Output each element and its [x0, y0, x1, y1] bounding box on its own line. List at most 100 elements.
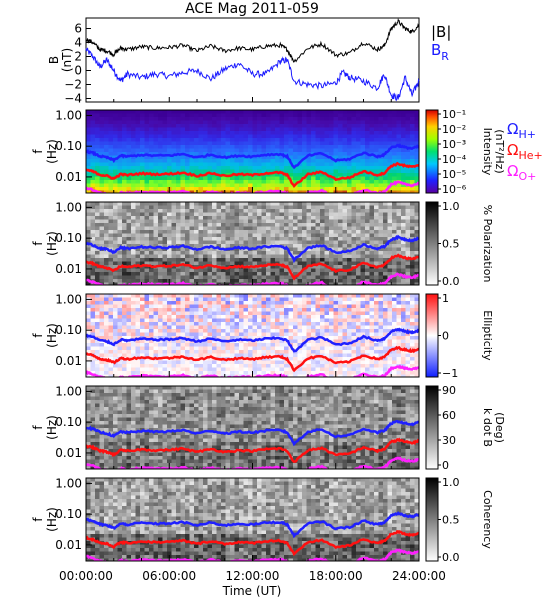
kdotb-spectrogram — [86, 386, 419, 469]
ellipticity-gyro-he-line — [86, 345, 419, 373]
intensity-panel: 1.00 0.10 0.01 f (Hz) 10⁻¹ 10⁻² 10⁻³ 10⁻⁴ 10⁻⁵ 10⁻… — [31, 108, 506, 196]
x-tick-label: 12:00:00 — [226, 569, 280, 583]
ellipticity-colorbar — [425, 293, 439, 378]
intensity-ytick-label: 0.01 — [55, 170, 82, 184]
intensity-colorbar-tick-label: 10⁻⁴ — [442, 153, 467, 166]
b-total-series-line — [85, 17, 420, 63]
intensity-colorbar-tick-label: 10⁻² — [442, 123, 466, 136]
spectral-panels: 1.000.100.01f (Hz)10⁻¹10⁻²10⁻³10⁻⁴10⁻⁵10⁻… — [31, 108, 506, 564]
x-tick-label: 00:00:00 — [59, 569, 113, 583]
legend-omega-he: Ω — [507, 141, 518, 159]
intensity-colorbar-tick-label: 10⁻¹ — [442, 108, 466, 121]
kdotb-colorbar-tick-label: 90 — [442, 384, 456, 397]
intensity-spectrogram — [86, 110, 419, 193]
polarization-colorbar-tick-label: 0.0 — [442, 275, 460, 288]
kdotb-panel: 1.00 0.10 0.01 f (Hz) 90 60 30 0 k dot B (Deg) — [31, 384, 506, 472]
kdotb-colorbar-label: (Deg) — [493, 412, 506, 443]
ellipticity-colorbar-tick-label: 1 — [442, 292, 449, 305]
coherency-ytick-label: 0.01 — [55, 538, 82, 552]
ellipticity-ytick-label: 0.01 — [55, 354, 82, 368]
b-ylabel-line2: (nT) — [60, 48, 74, 72]
ellipticity-colorbar-label: Ellipticity — [481, 310, 494, 361]
ellipticity-spectrogram — [86, 294, 419, 377]
kdotb-colorbar-tick-label: 60 — [442, 409, 456, 422]
polarization-colorbar-label: % Polarization — [481, 205, 494, 283]
legend-omega-o: Ω — [507, 162, 518, 180]
ellipticity-colorbar-tick-label: −1 — [442, 367, 458, 380]
intensity-colorbar — [425, 109, 439, 194]
intensity-gyro-h-line — [86, 143, 419, 170]
kdotb-gyro-h-line — [86, 419, 419, 447]
svg-text:B: B — [47, 56, 61, 64]
x-axis-ticks: 00:00:00 06:00:00 12:00:00 18:00:00 24:00:00 — [59, 569, 446, 583]
intensity-ylabel-f: f — [31, 149, 45, 154]
figure-title: ACE Mag 2011-059 — [185, 1, 319, 17]
polarization-colorbar — [425, 201, 439, 286]
polarization-ytick-label: 1.00 — [55, 200, 82, 214]
polarization-gyro-h-line — [86, 234, 419, 264]
intensity-ytick-label: 1.00 — [55, 108, 82, 122]
polarization-ytick-label: 0.10 — [55, 231, 82, 245]
intensity-colorbar-label: (nT²/Hz) — [493, 129, 506, 173]
kdotb-gyro-he-line — [86, 437, 419, 463]
coherency-colorbar-label: Coherency — [481, 490, 494, 549]
polarization-colorbar-tick-label: 0.5 — [442, 238, 460, 251]
ellipticity-ytick-label: 1.00 — [55, 292, 82, 306]
b-field-lines — [85, 17, 420, 102]
coherency-colorbar — [425, 477, 439, 562]
polarization-spectrogram — [86, 202, 419, 285]
kdotb-ylabel-hz: (Hz) — [45, 415, 59, 440]
polarization-ytick-label: 0.01 — [55, 262, 82, 276]
kdotb-colorbar-label: k dot B — [481, 408, 494, 447]
kdotb-gyro-o-line — [86, 456, 419, 469]
ellipticity-colorbar-tick-label: 0 — [442, 330, 449, 343]
kdotb-ytick-label: 0.01 — [55, 446, 82, 460]
coherency-gyro-h-line — [86, 511, 419, 539]
intensity-ytick-label: 0.10 — [55, 139, 82, 153]
intensity-gyro-o-line — [86, 180, 419, 193]
kdotb-colorbar-tick-label: 0 — [442, 459, 449, 472]
coherency-colorbar-tick-label: 0.0 — [442, 551, 460, 564]
intensity-colorbar-tick-label: 10⁻⁵ — [442, 168, 466, 181]
ellipticity-ylabel-hz: (Hz) — [45, 323, 59, 348]
svg-text:(nT): (nT) — [60, 48, 74, 72]
x-tick-label: 06:00:00 — [142, 569, 196, 583]
polarization-panel: 1.00 0.10 0.01 f (Hz) 1.0 0.5 0.0 % Polarization — [31, 200, 494, 288]
coherency-ylabel-hz: (Hz) — [45, 507, 59, 532]
legend-omega-h: Ω — [507, 120, 518, 138]
intensity-gyro-he-line — [86, 161, 419, 189]
coherency-ytick-label: 0.10 — [55, 507, 82, 521]
x-tick-label: 18:00:00 — [309, 569, 363, 583]
b-ytick-label: 0 — [74, 64, 82, 78]
coherency-colorbar-tick-label: 1.0 — [442, 476, 460, 489]
polarization-gyro-he-line — [86, 253, 419, 281]
svg-text:BR: BR — [431, 41, 449, 63]
coherency-gyro-he-line — [86, 530, 419, 557]
coherency-panel: 1.00 0.10 0.01 f (Hz) 1.0 0.5 0.0 Coherency — [31, 476, 494, 564]
kdotb-colorbar — [425, 385, 439, 470]
b-ytick-label: −4 — [64, 92, 82, 106]
intensity-ylabel-hz: (Hz) — [45, 139, 59, 164]
x-axis-label: Time (UT) — [222, 584, 282, 598]
kdotb-colorbar-tick-label: 30 — [442, 434, 456, 447]
legend-omega-h-sub: H+ — [518, 128, 536, 141]
intensity-colorbar-tick-label: 10⁻³ — [442, 138, 466, 151]
kdotb-ylabel-f: f — [31, 425, 45, 430]
ellipticity-gyro-o-line — [86, 364, 419, 377]
b-ylabel-line1: B — [47, 56, 61, 64]
ellipticity-gyro-h-line — [86, 327, 419, 353]
b-ytick-label: −2 — [64, 78, 82, 92]
gyro-legend: ΩH+ ΩHe+ ΩO+ — [507, 120, 543, 183]
legend-omega-o-sub: O+ — [518, 170, 536, 183]
legend-b-radial: B — [431, 41, 441, 59]
ellipticity-panel: 1.00 0.10 0.01 f (Hz) 1 0 −1 Ellipticity — [31, 292, 494, 380]
polarization-ylabel-f: f — [31, 241, 45, 246]
b-ytick-label: 6 — [74, 22, 82, 36]
kdotb-ytick-label: 0.10 — [55, 415, 82, 429]
kdotb-ytick-label: 1.00 — [55, 384, 82, 398]
ellipticity-ytick-label: 0.10 — [55, 323, 82, 337]
coherency-ylabel-f: f — [31, 517, 45, 522]
